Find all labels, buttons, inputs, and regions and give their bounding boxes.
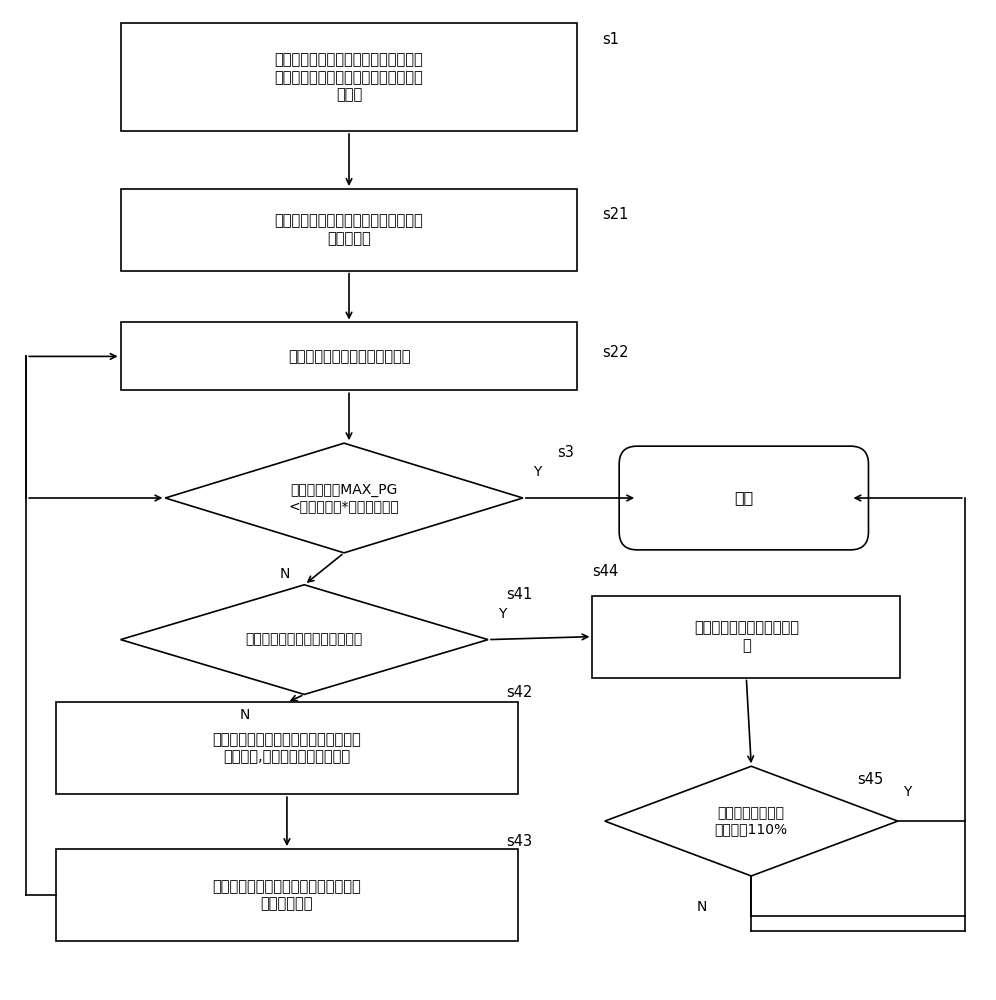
Text: s3: s3 (558, 445, 575, 460)
FancyBboxPatch shape (56, 849, 518, 941)
Text: s44: s44 (593, 564, 619, 579)
Text: s22: s22 (603, 345, 628, 360)
Text: N: N (240, 708, 250, 722)
Text: s45: s45 (858, 772, 883, 787)
Text: 重新统计各个对象存储设备中的最小存
储单元的数量: 重新统计各个对象存储设备中的最小存 储单元的数量 (212, 879, 362, 911)
Text: 判断是否完成全部预设权重调整: 判断是否完成全部预设权重调整 (246, 633, 363, 647)
FancyBboxPatch shape (121, 189, 578, 271)
Text: Y: Y (498, 607, 506, 621)
Text: Y: Y (902, 785, 911, 799)
Text: 判断是否满足MAX_PG
<分布平均值*当前预设阈值: 判断是否满足MAX_PG <分布平均值*当前预设阈值 (289, 483, 399, 513)
FancyBboxPatch shape (121, 23, 578, 131)
Text: 依据预设调整原则对对象存储设备进行
权重调整,最小存储单元重新分布: 依据预设调整原则对对象存储设备进行 权重调整,最小存储单元重新分布 (212, 732, 362, 765)
Text: 判断当前预设阈值
是否达到110%: 判断当前预设阈值 是否达到110% (715, 806, 788, 836)
Text: 计算各个对象存储设备中最小存储单元
数量的总和: 计算各个对象存储设备中最小存储单元 数量的总和 (275, 214, 423, 246)
FancyBboxPatch shape (56, 702, 518, 794)
Text: s1: s1 (603, 32, 620, 47)
Text: 计算最小存储单元的分布平均值: 计算最小存储单元的分布平均值 (288, 349, 410, 364)
Text: s42: s42 (506, 685, 532, 700)
Text: N: N (280, 567, 290, 581)
Text: N: N (696, 900, 707, 914)
Polygon shape (605, 766, 897, 876)
FancyBboxPatch shape (620, 446, 869, 550)
FancyBboxPatch shape (593, 596, 900, 678)
Text: s41: s41 (506, 587, 532, 602)
Text: 结束: 结束 (734, 491, 753, 506)
Polygon shape (121, 585, 488, 694)
FancyBboxPatch shape (121, 322, 578, 390)
Text: 统计存储系统中的对象存储设备的数量
及各个对象存储设备中的最小存储单元
的数量: 统计存储系统中的对象存储设备的数量 及各个对象存储设备中的最小存储单元 的数量 (275, 52, 423, 102)
Text: s21: s21 (603, 207, 628, 222)
Text: Y: Y (533, 465, 541, 479)
Text: 当前预设阈值增加预设变化
值: 当前预设阈值增加预设变化 值 (694, 620, 799, 653)
Polygon shape (165, 443, 523, 553)
Text: s43: s43 (506, 834, 532, 849)
